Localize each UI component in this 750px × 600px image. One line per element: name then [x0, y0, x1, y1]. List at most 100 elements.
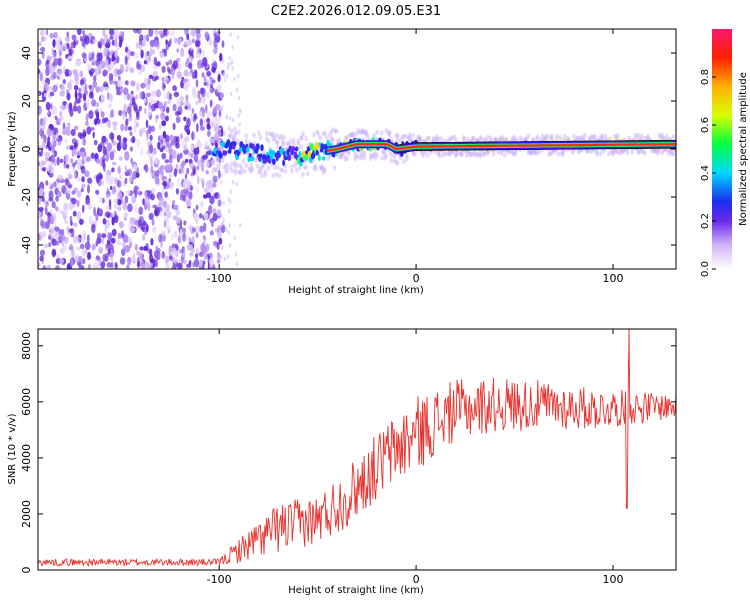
noise-speckle	[64, 219, 69, 225]
noise-speckle	[136, 63, 142, 70]
halo-speckle	[233, 160, 238, 166]
halo-speckle	[282, 140, 286, 146]
noise-speckle	[193, 153, 199, 163]
noise-speckle	[39, 255, 44, 262]
noise-speckle	[57, 69, 63, 80]
noise-speckle	[85, 113, 89, 123]
noise-speckle	[218, 237, 223, 245]
halo-speckle	[334, 128, 338, 134]
noise-speckle	[168, 134, 175, 141]
noise-speckle	[105, 243, 110, 249]
noise-speckle	[198, 225, 205, 233]
noise-speckle	[67, 55, 73, 60]
halo-speckle	[381, 149, 386, 155]
halo-speckle	[425, 135, 430, 141]
halo-speckle	[405, 153, 409, 159]
noise-speckle	[176, 71, 182, 79]
halo-speckle	[660, 149, 664, 156]
halo-speckle	[646, 133, 650, 139]
halo-speckle	[279, 167, 283, 173]
noise-speckle	[82, 248, 86, 257]
noise-speckle	[237, 74, 240, 79]
noise-speckle	[213, 39, 217, 48]
noise-speckle	[45, 29, 49, 36]
noise-speckle	[150, 238, 154, 246]
noise-speckle	[74, 125, 79, 131]
noise-speckle	[102, 29, 106, 37]
halo-speckle	[276, 139, 280, 145]
halo-speckle	[417, 137, 422, 143]
halo-speckle	[421, 152, 425, 158]
noise-speckle	[103, 86, 109, 91]
noise-speckle	[138, 69, 142, 76]
noise-speckle	[174, 243, 179, 250]
noise-speckle	[46, 59, 50, 65]
halo-speckle	[643, 150, 647, 156]
noise-speckle	[235, 181, 238, 187]
halo-speckle	[543, 134, 548, 140]
noise-speckle	[104, 225, 107, 234]
noise-speckle	[183, 116, 187, 122]
halo-speckle	[356, 127, 361, 133]
noise-speckle	[134, 243, 138, 251]
halo-speckle	[384, 153, 389, 159]
noise-speckle	[200, 125, 205, 131]
halo-speckle	[438, 135, 442, 141]
noise-speckle	[68, 102, 73, 111]
halo-speckle	[413, 151, 417, 157]
halo-speckle	[512, 134, 516, 140]
halo-speckle	[432, 135, 436, 141]
noise-speckle	[195, 79, 199, 88]
halo-speckle	[447, 151, 452, 157]
halo-speckle	[279, 133, 283, 139]
noise-speckle	[238, 108, 241, 113]
noise-speckle	[206, 70, 212, 77]
noise-speckle	[117, 166, 121, 174]
halo-speckle	[510, 149, 515, 156]
noise-speckle	[45, 201, 49, 207]
halo-speckle	[592, 135, 597, 141]
noise-speckle	[231, 66, 234, 71]
noise-speckle	[102, 117, 105, 124]
noise-speckle	[95, 101, 100, 108]
noise-speckle	[229, 91, 233, 97]
noise-speckle	[195, 100, 199, 106]
noise-speckle	[66, 225, 69, 232]
halo-speckle	[402, 133, 406, 139]
noise-speckle	[62, 101, 67, 106]
noise-speckle	[78, 87, 82, 94]
noise-speckle	[234, 130, 238, 135]
noise-speckle	[231, 45, 234, 50]
noise-speckle	[195, 29, 201, 34]
noise-speckle	[151, 90, 156, 98]
noise-speckle	[46, 127, 53, 137]
halo-speckle	[233, 131, 238, 138]
halo-speckle	[461, 136, 466, 142]
noise-speckle	[103, 48, 108, 57]
noise-speckle	[146, 50, 150, 57]
noise-speckle	[49, 91, 55, 97]
halo-speckle	[359, 155, 364, 161]
noise-speckle	[112, 161, 117, 166]
halo-speckle	[588, 136, 592, 142]
noise-speckle	[114, 49, 118, 58]
noise-speckle	[87, 234, 90, 244]
halo-speckle	[318, 135, 323, 141]
halo-speckle	[227, 126, 231, 132]
noise-speckle	[146, 189, 153, 199]
halo-speckle	[576, 135, 581, 141]
noise-speckle	[138, 206, 144, 216]
signal-blob	[307, 150, 312, 159]
colorbar-gradient	[712, 29, 732, 269]
noise-speckle	[93, 206, 96, 217]
noise-speckle	[76, 177, 81, 182]
halo-speckle	[465, 136, 469, 142]
noise-speckle	[103, 37, 106, 48]
noise-speckle	[129, 146, 134, 152]
noise-speckle	[126, 264, 130, 269]
x-tick-label: 0	[413, 272, 420, 285]
noise-speckle	[118, 174, 123, 180]
noise-speckle	[163, 220, 167, 228]
halo-speckle	[274, 171, 279, 178]
halo-speckle	[227, 133, 231, 139]
